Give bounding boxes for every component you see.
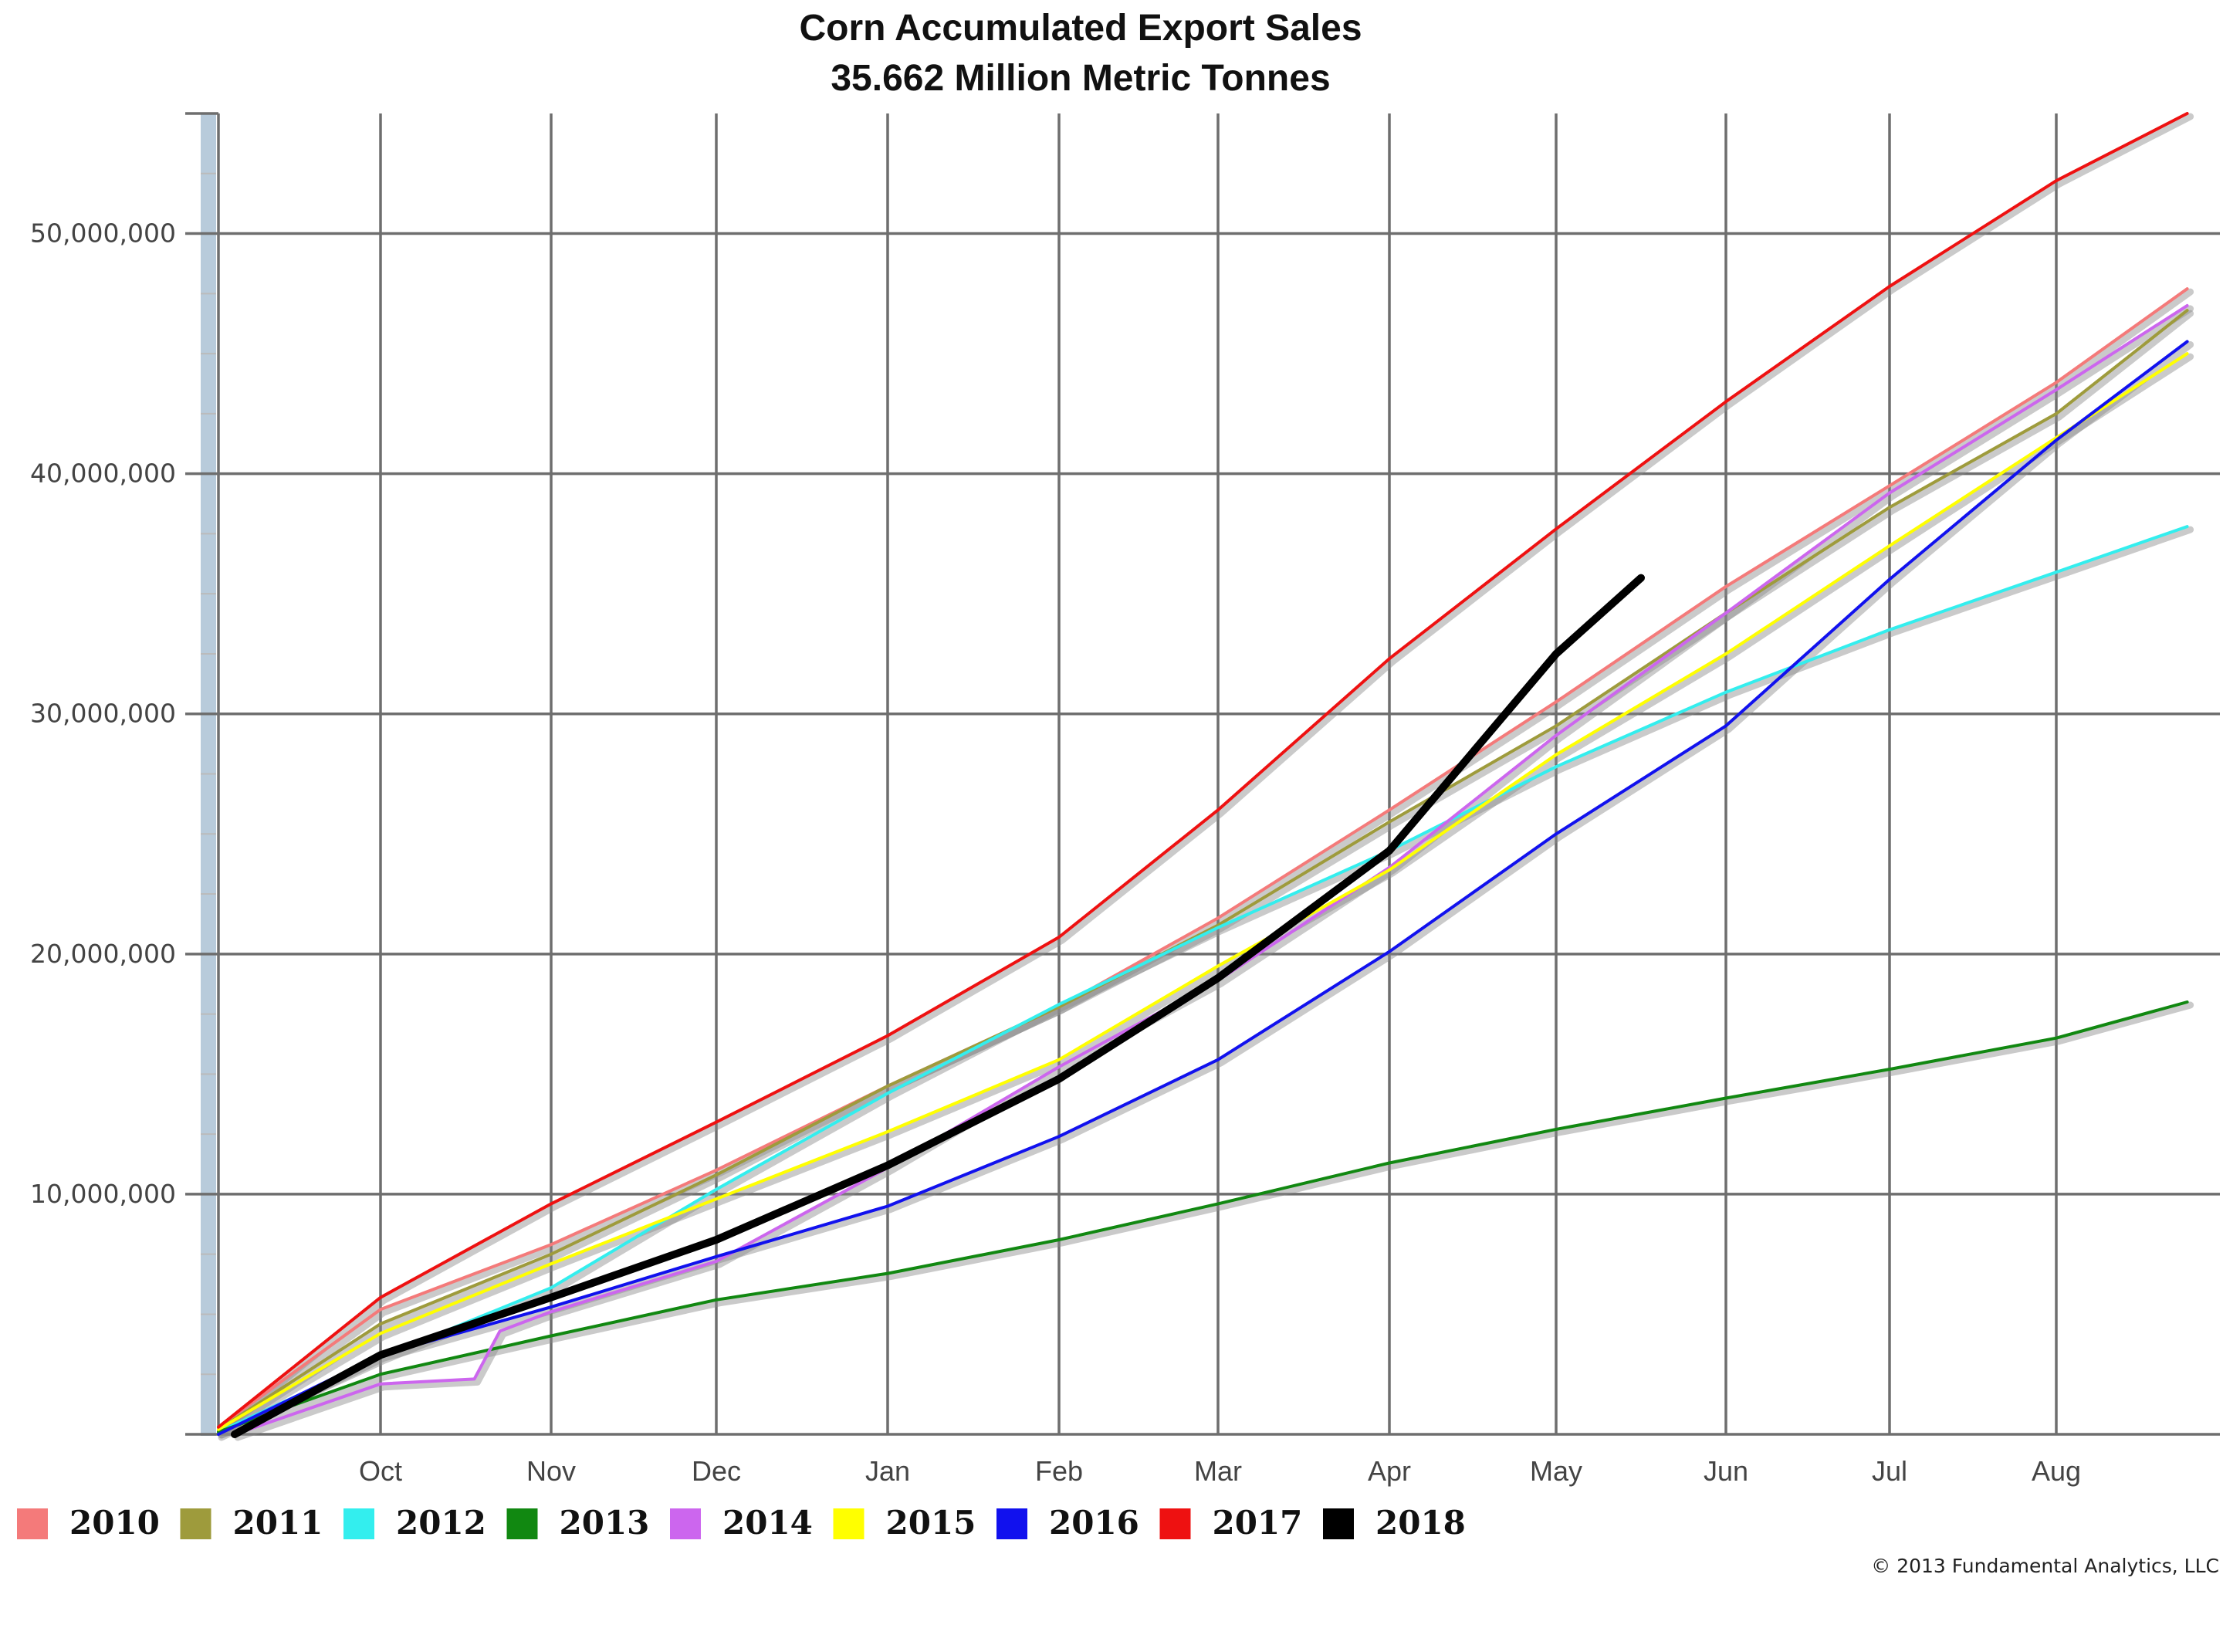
legend-swatch [670,1508,701,1539]
y-axis-labels: 10,000,000 20,000,000 30,000,000 40,000,000… [30,218,176,1209]
legend-label: 2017 [1213,1504,1303,1542]
series-shadow-2010 [218,288,2194,1434]
y-tick-label: 10,000,000 [30,1179,176,1209]
chart-subtitle: 35.662 Million Metric Tonnes [831,58,1330,99]
x-tick-label: May [1530,1455,1582,1487]
series-shadow-2012 [218,526,2194,1439]
legend-label: 2013 [560,1504,650,1542]
legend-label: 2012 [396,1504,486,1542]
series-line-2018 [231,574,1645,1438]
legend-item-2011[interactable]: 2011 [180,1504,323,1542]
x-tick-label: Dec [692,1455,741,1487]
series-line-2011 [217,309,2189,1431]
x-tick-label: Oct [359,1455,402,1487]
legend-swatch [1159,1508,1191,1539]
series-layer [217,112,2194,1441]
legend-swatch [506,1508,538,1539]
legend-label: 2018 [1375,1504,1466,1542]
x-tick-label: Jan [865,1455,910,1487]
y-tick-label: 40,000,000 [30,459,176,489]
series-line-2013 [217,1000,2189,1434]
x-axis-labels: Oct Nov Dec Jan Feb Mar Apr May Jun Jul Aug [359,1455,2081,1487]
legend-label: 2010 [69,1504,160,1542]
legend-label: 2011 [233,1504,323,1542]
legend-item-2013[interactable]: 2013 [506,1504,650,1542]
series-line-2012 [217,525,2189,1434]
x-tick-label: Apr [1368,1455,1411,1487]
series-line-2016 [217,340,2189,1436]
legend-item-2016[interactable]: 2016 [996,1504,1139,1542]
legend-item-2017[interactable]: 2017 [1159,1504,1303,1542]
series-shadow-2015 [218,353,2194,1437]
y-tick-label: 50,000,000 [30,218,176,249]
series-shadow-2013 [218,1001,2194,1439]
legend-swatch [343,1508,374,1539]
x-tick-label: Aug [2032,1455,2081,1487]
series-line-2017 [217,112,2189,1429]
legend-item-2012[interactable]: 2012 [343,1504,486,1542]
x-tick-label: Feb [1035,1455,1083,1487]
legend-label: 2014 [722,1504,813,1542]
legend: 2010 2011 2012 2013 2014 2015 2016 2017 2018 [17,1504,1466,1542]
y-tick-label: 20,000,000 [30,939,176,969]
series-shadow-2014 [234,305,2194,1441]
legend-swatch [1323,1508,1354,1539]
grid [185,112,2220,1436]
series-shadow-2011 [218,310,2194,1437]
legend-swatch [996,1508,1027,1539]
copyright-text: © 2013 Fundamental Analytics, LLC [1871,1555,2219,1577]
x-tick-label: Mar [1194,1455,1242,1487]
series-line-2010 [217,287,2189,1429]
legend-item-2014[interactable]: 2014 [670,1504,813,1542]
chart-header: Corn Accumulated Export Sales 35.662 Mil… [799,8,1362,99]
x-tick-label: Jun [1704,1455,1748,1487]
series-line-2014 [233,303,2189,1436]
x-tick-label: Nov [526,1455,576,1487]
legend-item-2010[interactable]: 2010 [17,1504,160,1542]
series-line-2015 [217,352,2189,1431]
legend-label: 2015 [886,1504,976,1542]
series-shadow-2017 [218,113,2194,1434]
legend-swatch [833,1508,864,1539]
legend-item-2015[interactable]: 2015 [833,1504,976,1542]
legend-label: 2016 [1049,1504,1139,1542]
legend-swatch [180,1508,211,1539]
y-tick-label: 30,000,000 [30,699,176,729]
legend-item-2018[interactable]: 2018 [1323,1504,1466,1542]
chart-title: Corn Accumulated Export Sales [799,8,1362,49]
x-tick-label: Jul [1872,1455,1907,1487]
legend-swatch [17,1508,48,1539]
